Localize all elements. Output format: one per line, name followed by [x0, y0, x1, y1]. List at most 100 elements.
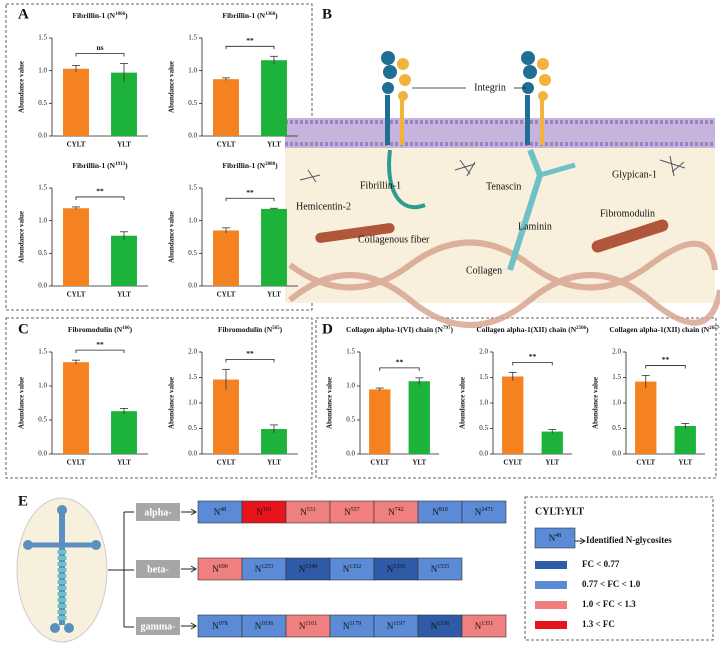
title-part: )	[280, 325, 283, 334]
x-tick-label: YLT	[267, 291, 281, 299]
y-tick-label: 1.0	[346, 382, 355, 390]
title-part: 2657	[709, 326, 720, 331]
bar	[63, 362, 89, 454]
significance-bracket	[645, 365, 686, 369]
panel-c-frame	[5, 317, 313, 479]
site-label: N1356	[387, 564, 406, 574]
bar	[408, 381, 430, 454]
bar	[111, 235, 137, 286]
chain-name: beta-	[147, 564, 169, 575]
significance-bracket	[75, 349, 125, 354]
significance: **	[246, 36, 254, 45]
bar	[369, 389, 391, 454]
collagenous-fiber	[591, 219, 669, 253]
site-label: N1161	[299, 621, 317, 631]
site-label: N1336	[431, 621, 450, 631]
site-prefix: N	[475, 507, 482, 517]
significance-bracket	[225, 45, 275, 50]
site-number: 690	[219, 564, 228, 570]
panel-label: D	[322, 321, 333, 337]
x-tick-label: CYLT	[67, 141, 86, 149]
y-tick-label: 1.0	[188, 66, 197, 74]
y-tick-label: 1.5	[188, 373, 197, 381]
frames	[5, 3, 717, 641]
y-tick-label: 0.5	[346, 416, 355, 424]
panel-label: B	[322, 6, 332, 22]
site-number: 1349	[305, 564, 317, 570]
y-tick-label: 0.5	[38, 99, 47, 107]
x-tick-label: YLT	[545, 459, 559, 467]
site-prefix: N	[343, 621, 350, 631]
x-tick-label: YLT	[117, 141, 131, 149]
bar	[111, 72, 137, 136]
y-tick-label: 0.0	[479, 450, 488, 458]
site-prefix: N	[212, 564, 219, 574]
title-part: )	[125, 161, 128, 170]
legend-label: 0.77 < FC < 1.0	[582, 579, 641, 589]
y-tick-label: 0.0	[38, 450, 47, 458]
x-tick-label: YLT	[678, 459, 692, 467]
y-tick-label: 1.5	[188, 34, 197, 42]
integrin	[381, 51, 551, 145]
site-label: N1349	[299, 564, 318, 574]
y-tick-label: 0.0	[38, 282, 47, 290]
chart-title: Collagen alpha-1(XII) chain (N2657)	[609, 325, 720, 334]
site-number: 810	[439, 507, 448, 513]
y-tick-label: 1.5	[188, 184, 197, 192]
site-label: N531	[300, 507, 316, 517]
diagram: Integrin Fibrillin-1 Hemicentin-2 Tenasc…	[285, 51, 720, 328]
significance-bracket	[75, 53, 125, 57]
laminin	[539, 162, 576, 178]
title-part: )	[275, 11, 278, 20]
title-part: )	[130, 325, 133, 334]
site-label: N48	[549, 533, 562, 543]
significance: **	[396, 358, 404, 367]
site-number: 531	[307, 507, 316, 513]
diagram-label: Laminin	[518, 221, 552, 232]
chain-box	[136, 503, 180, 521]
x-tick-label: YLT	[267, 141, 281, 149]
y-tick-label: 2.0	[479, 348, 488, 356]
significance: **	[529, 352, 537, 361]
y-tick-label: 1.0	[479, 399, 488, 407]
glypican	[659, 155, 686, 177]
panel-d-frame	[315, 317, 717, 479]
title-part: Collagen alpha-1(XII) chain (N	[609, 325, 709, 334]
site-prefix: N	[299, 621, 306, 631]
title-part: 565	[272, 326, 280, 331]
title-part: Fibrillin-1 (N	[222, 11, 265, 20]
chart-title: Fibromodulin (N565)	[218, 325, 283, 334]
chart-title: Collagen alpha-1(VI) chain (N797)	[346, 325, 453, 334]
y-axis-label: Abundance value	[18, 377, 26, 429]
significance-bracket	[379, 367, 420, 371]
site-prefix: N	[432, 507, 439, 517]
diagram-label: Collagenous fiber	[358, 234, 430, 245]
bar	[63, 208, 89, 286]
site-prefix: N	[387, 564, 394, 574]
significance-bracket	[512, 362, 553, 366]
site-label: N1352	[343, 564, 362, 574]
x-tick-label: CYLT	[217, 459, 236, 467]
arrow	[181, 508, 197, 516]
site-number: 742	[395, 507, 404, 513]
y-tick-label: 1.0	[612, 399, 621, 407]
title-part: )	[450, 325, 453, 334]
diagram-label: Fibrillin-1	[360, 180, 401, 191]
bar	[261, 208, 287, 286]
site-label: N1036	[255, 621, 274, 631]
diagram-label: Integrin	[474, 82, 506, 93]
arrow	[181, 622, 197, 630]
y-axis-label: Abundance value	[168, 211, 176, 263]
legend-label: 1.0 < FC < 1.3	[582, 599, 636, 609]
y-tick-label: 0.5	[188, 249, 197, 257]
x-tick-label: YLT	[267, 459, 281, 467]
site-prefix: N	[431, 564, 438, 574]
site-cell	[461, 614, 507, 638]
bar	[63, 68, 89, 136]
x-tick-label: CYLT	[67, 459, 86, 467]
y-tick-label: 1.5	[479, 373, 488, 381]
bar	[541, 431, 563, 454]
diagram-label: Tenascin	[486, 181, 521, 192]
legend-swatch	[535, 581, 567, 589]
chain-box	[136, 617, 180, 635]
